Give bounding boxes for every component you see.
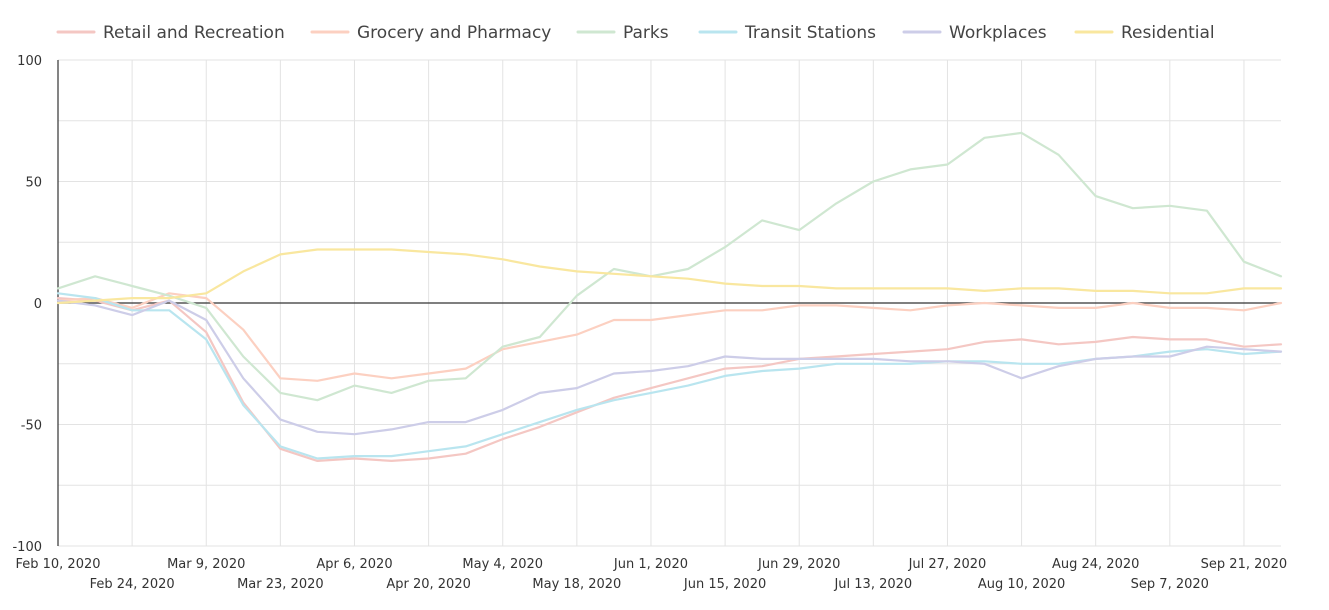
legend-label-residential[interactable]: Residential bbox=[1121, 23, 1215, 43]
x-tick-label: Jun 1, 2020 bbox=[613, 557, 688, 572]
x-tick-label: Apr 6, 2020 bbox=[316, 557, 392, 572]
x-tick-label: Mar 23, 2020 bbox=[237, 577, 324, 592]
series-line-grocery-and-pharmacy bbox=[56, 292, 1283, 382]
y-tick-label: -50 bbox=[21, 419, 42, 434]
legend-label-parks[interactable]: Parks bbox=[623, 23, 669, 43]
series-line-residential bbox=[56, 248, 1283, 305]
x-tick-label: Feb 24, 2020 bbox=[90, 577, 175, 592]
x-tick-label: Jun 29, 2020 bbox=[757, 557, 840, 572]
legend-label-retail-and-recreation[interactable]: Retail and Recreation bbox=[103, 23, 285, 43]
y-tick-label: 50 bbox=[25, 176, 42, 191]
x-tick-label: Jul 27, 2020 bbox=[908, 557, 987, 572]
x-tick-label: May 18, 2020 bbox=[532, 577, 621, 592]
y-tick-label: 0 bbox=[34, 297, 42, 312]
series-line-retail-and-recreation bbox=[56, 297, 1283, 462]
y-tick-label: 100 bbox=[17, 54, 42, 69]
x-tick-label: Mar 9, 2020 bbox=[167, 557, 245, 572]
series-layer bbox=[56, 131, 1283, 462]
series-line-workplaces bbox=[56, 299, 1283, 436]
legend-label-grocery-and-pharmacy[interactable]: Grocery and Pharmacy bbox=[357, 23, 551, 43]
legend-label-workplaces[interactable]: Workplaces bbox=[949, 23, 1047, 43]
series-line-transit-stations bbox=[56, 292, 1283, 460]
x-tick-label: Apr 20, 2020 bbox=[386, 577, 471, 592]
y-tick-label: -100 bbox=[12, 540, 42, 555]
x-tick-label: Jul 13, 2020 bbox=[833, 577, 912, 592]
legend-label-transit-stations[interactable]: Transit Stations bbox=[744, 23, 876, 43]
series-line-parks bbox=[56, 131, 1283, 402]
x-tick-label: May 4, 2020 bbox=[462, 557, 543, 572]
x-tick-label: Feb 10, 2020 bbox=[15, 557, 100, 572]
x-tick-label: Sep 21, 2020 bbox=[1201, 557, 1288, 572]
x-tick-label: Sep 7, 2020 bbox=[1131, 577, 1209, 592]
x-tick-label: Jun 15, 2020 bbox=[683, 577, 766, 592]
legend: Retail and Recreation Grocery and Pharmac… bbox=[56, 23, 1215, 43]
x-tick-label: Aug 24, 2020 bbox=[1052, 557, 1139, 572]
x-tick-label: Aug 10, 2020 bbox=[978, 577, 1065, 592]
axis-layer: 100 50 0 -50 -100 Feb 10, 2020 Feb 24, 2020 Mar… bbox=[12, 54, 1287, 592]
